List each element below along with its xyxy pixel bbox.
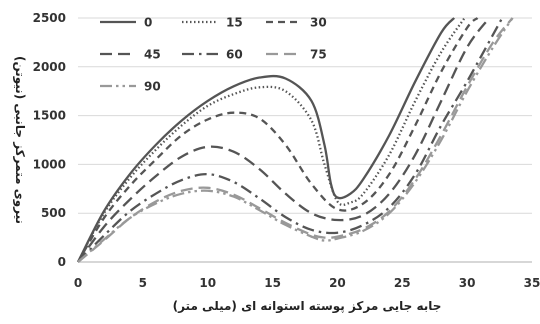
legend-label-45: 45 bbox=[144, 48, 161, 62]
x-tick-label: 20 bbox=[329, 276, 346, 290]
x-tick-label: 5 bbox=[139, 276, 147, 290]
x-tick-label: 30 bbox=[459, 276, 476, 290]
x-tick-label: 25 bbox=[394, 276, 411, 290]
y-tick-label: 1500 bbox=[33, 109, 66, 123]
series-line-0 bbox=[76, 17, 456, 263]
legend-label-15: 15 bbox=[226, 16, 243, 30]
legend-label-90: 90 bbox=[144, 80, 161, 94]
legend: 0 15 30 45 60 75 90 bbox=[100, 16, 327, 94]
legend-label-0: 0 bbox=[144, 16, 152, 30]
series-layer bbox=[76, 17, 514, 263]
grid-layer bbox=[78, 17, 532, 214]
x-tick-label: 0 bbox=[74, 276, 82, 290]
series-line-45 bbox=[77, 17, 491, 263]
y-tick-label: 0 bbox=[58, 255, 66, 269]
legend-label-60: 60 bbox=[226, 48, 243, 62]
x-tick-label: 35 bbox=[524, 276, 540, 290]
series-line-90 bbox=[77, 17, 514, 263]
x-axis-title: جابه جایی مرکز پوسته استوانه ای (میلی مت… bbox=[173, 299, 442, 314]
y-axis-title: نیروی متمرکز جانبی (نیوتن) bbox=[12, 56, 27, 224]
series-line-30 bbox=[77, 17, 479, 263]
y-tick-label: 2000 bbox=[33, 60, 66, 74]
y-tick-label: 500 bbox=[41, 206, 66, 220]
legend-label-75: 75 bbox=[310, 48, 327, 62]
series-line-75 bbox=[77, 17, 514, 263]
y-tick-label: 1000 bbox=[33, 157, 66, 171]
y-tick-label: 2500 bbox=[33, 11, 66, 25]
x-tick-label: 10 bbox=[199, 276, 216, 290]
legend-label-30: 30 bbox=[310, 16, 327, 30]
series-line-60 bbox=[77, 17, 504, 263]
x-tick-label: 15 bbox=[264, 276, 281, 290]
axes-layer: 0 500 1000 1500 2000 2500 0 5 10 15 20 25 30 35 bbox=[33, 11, 540, 290]
